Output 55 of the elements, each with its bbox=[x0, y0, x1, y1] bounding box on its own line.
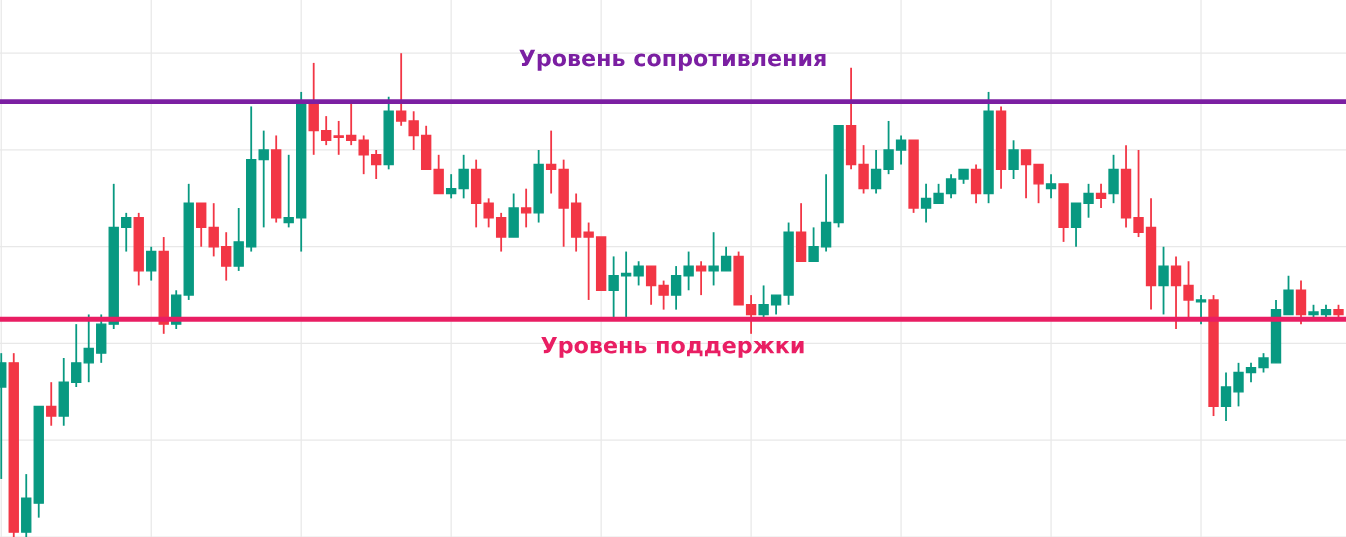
candlestick bbox=[333, 120, 344, 156]
candlestick bbox=[1083, 182, 1094, 219]
candlestick bbox=[1170, 255, 1182, 330]
ref-line-label: Уровень поддержки bbox=[541, 337, 804, 358]
candlestick bbox=[71, 323, 82, 388]
candlestick bbox=[683, 250, 694, 292]
candlestick bbox=[358, 134, 369, 176]
candlestick bbox=[870, 149, 882, 195]
candlestick bbox=[146, 245, 157, 282]
candlestick bbox=[670, 265, 682, 311]
candlestick bbox=[320, 115, 332, 147]
candlestick bbox=[645, 265, 657, 306]
candlestick bbox=[745, 294, 757, 335]
candlestick bbox=[1033, 163, 1044, 205]
candlestick bbox=[1020, 149, 1032, 200]
candlestick bbox=[1245, 361, 1257, 384]
candlestick bbox=[483, 197, 494, 229]
ref-line-label: Уровень сопротивления bbox=[519, 49, 826, 71]
candlestick bbox=[495, 211, 507, 253]
candlestick bbox=[1008, 139, 1019, 180]
candlestick bbox=[221, 231, 232, 282]
candlestick bbox=[1095, 182, 1107, 209]
candlestick bbox=[708, 231, 719, 287]
candlestick bbox=[1045, 173, 1057, 200]
candlestick bbox=[1195, 294, 1207, 326]
candlestick bbox=[545, 129, 557, 195]
candlestick bbox=[520, 187, 532, 229]
candlestick bbox=[945, 173, 957, 200]
candlestick bbox=[895, 134, 907, 166]
candlestick bbox=[458, 153, 469, 200]
candlestick bbox=[1220, 371, 1232, 422]
candlestick bbox=[408, 110, 419, 151]
candlestick bbox=[370, 149, 382, 180]
candlestick bbox=[445, 173, 457, 200]
candlestick bbox=[933, 182, 944, 205]
candlestick bbox=[121, 211, 132, 253]
candlestick bbox=[1233, 361, 1244, 408]
candlestick bbox=[770, 294, 782, 316]
candlestick bbox=[1133, 149, 1144, 238]
candlestick bbox=[1258, 352, 1269, 374]
candlestick bbox=[258, 129, 269, 229]
candlestick bbox=[695, 260, 707, 297]
candlestick bbox=[720, 245, 732, 272]
candlestick bbox=[920, 182, 932, 224]
candlestick bbox=[283, 153, 294, 229]
candlestick bbox=[83, 313, 94, 384]
candlestick bbox=[583, 221, 594, 301]
candlestick bbox=[46, 381, 57, 427]
candlestick bbox=[633, 260, 644, 287]
candlestick bbox=[808, 226, 819, 263]
candlestick bbox=[1158, 245, 1169, 316]
candlestick bbox=[395, 52, 407, 127]
candlestick bbox=[883, 120, 894, 176]
candlestick bbox=[658, 279, 669, 311]
candlestick bbox=[208, 202, 219, 258]
